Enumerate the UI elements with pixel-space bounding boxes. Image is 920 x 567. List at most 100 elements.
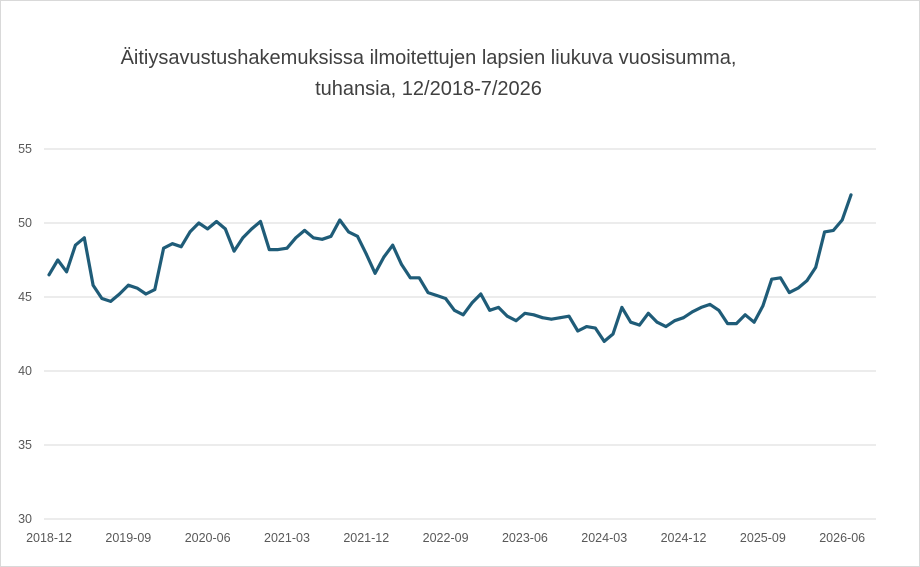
data-point [312, 236, 315, 240]
data-point [629, 320, 633, 324]
chart-title-line-2: tuhansia, 12/2018-7/2026 [315, 78, 542, 100]
data-point [250, 227, 254, 231]
data-point [364, 252, 368, 256]
data-point [91, 283, 95, 287]
x-tick-label: 2025-09 [740, 531, 786, 545]
data-point [691, 310, 694, 314]
data-point [74, 243, 77, 247]
data-point [188, 230, 192, 234]
data-point [541, 316, 544, 320]
series-group [47, 193, 853, 343]
y-tick-label: 40 [18, 364, 32, 378]
data-point [576, 329, 580, 333]
data-point [206, 227, 210, 231]
data-point [770, 277, 774, 281]
data-point [567, 314, 571, 318]
data-point [303, 229, 306, 232]
data-point [135, 286, 139, 290]
gridlines [44, 148, 876, 520]
data-point [356, 234, 359, 238]
data-point [646, 311, 650, 315]
data-point [620, 306, 624, 309]
data-point [638, 323, 641, 327]
data-point [779, 276, 782, 280]
data-point [329, 234, 333, 238]
data-point [294, 236, 298, 240]
data-point [726, 322, 729, 325]
data-point [673, 319, 677, 323]
data-point [126, 283, 130, 287]
data-point [497, 306, 500, 309]
data-point [708, 303, 712, 306]
data-point [585, 325, 588, 328]
data-point [849, 193, 853, 197]
data-point [805, 279, 809, 283]
data-point [594, 326, 597, 330]
y-axis-ticks: 30 35 40 45 50 55 [18, 142, 32, 526]
data-point [417, 276, 421, 280]
data-point [453, 308, 456, 312]
data-point [47, 273, 51, 277]
data-point [761, 304, 765, 308]
data-point [373, 271, 377, 275]
y-tick-label: 35 [18, 438, 32, 452]
chart-title: Äitiysavustushakemuksissa ilmoitettujen … [1, 43, 856, 105]
data-point [505, 314, 509, 318]
data-point [232, 249, 236, 253]
data-point [400, 263, 403, 266]
data-point [179, 245, 183, 249]
y-tick-label: 55 [18, 142, 32, 156]
data-point [215, 220, 218, 223]
data-point [840, 218, 844, 222]
data-point [408, 276, 412, 280]
x-axis-ticks: 2018-12 2019-09 2020-06 2021-03 2021-12 2022-… [26, 531, 865, 545]
data-point [171, 242, 174, 246]
x-tick-label: 2020-06 [185, 531, 231, 545]
x-tick-label: 2024-12 [661, 531, 707, 545]
y-tick-label: 50 [18, 216, 32, 230]
data-point [259, 220, 262, 223]
data-point [435, 294, 439, 297]
data-point [100, 297, 104, 300]
data-point [338, 218, 342, 222]
data-point [82, 236, 86, 240]
chart-title-line-1: Äitiysavustushakemuksissa ilmoitettujen … [120, 47, 737, 69]
x-tick-label: 2023-06 [502, 531, 548, 545]
x-tick-label: 2022-09 [423, 531, 469, 545]
data-point [391, 243, 395, 247]
data-point [223, 227, 227, 231]
x-tick-label: 2024-03 [581, 531, 627, 545]
data-point [153, 288, 157, 291]
data-point [735, 322, 738, 325]
data-point [814, 266, 818, 269]
data-point [655, 320, 659, 324]
data-point [514, 319, 518, 323]
data-point [382, 255, 386, 259]
data-point [488, 308, 492, 312]
data-point [267, 248, 271, 252]
data-point [832, 229, 835, 232]
data-point [285, 246, 289, 250]
data-point [743, 313, 747, 317]
x-tick-label: 2018-12 [26, 531, 72, 545]
data-point [144, 292, 148, 296]
data-point [664, 325, 668, 328]
data-point [787, 291, 791, 294]
x-tick-label: 2021-12 [343, 531, 389, 545]
data-point [550, 317, 553, 321]
y-tick-label: 45 [18, 290, 32, 304]
data-point [276, 248, 280, 252]
data-point [56, 258, 60, 262]
data-point [347, 230, 350, 234]
data-point [444, 297, 447, 300]
data-point [602, 340, 606, 343]
data-point [241, 236, 245, 240]
x-tick-label: 2026-06 [819, 531, 865, 545]
data-point [558, 316, 562, 320]
data-point [699, 306, 703, 309]
data-point [823, 230, 826, 234]
y-tick-label: 30 [18, 512, 32, 526]
x-tick-label: 2019-09 [105, 531, 151, 545]
